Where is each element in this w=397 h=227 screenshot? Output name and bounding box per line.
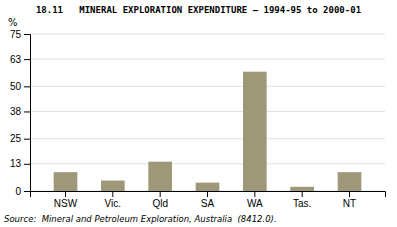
y-axis-label: % <box>8 17 18 28</box>
x-tick: Tas. <box>293 191 311 209</box>
bar <box>243 72 267 191</box>
grid-line <box>30 138 385 139</box>
x-tick-label: SA <box>201 198 215 209</box>
y-tick: 13 <box>10 158 30 169</box>
bars <box>54 72 362 191</box>
x-tick: NSW <box>54 191 78 209</box>
y-tick: 0 <box>15 186 30 197</box>
title: 18.11 MINERAL EXPLORATION EXPENDITURE — … <box>36 5 361 15</box>
bar <box>148 162 172 191</box>
x-tick-mark <box>160 191 161 197</box>
x-tick-label: Qld <box>152 198 168 209</box>
x-tick-label: Tas. <box>293 198 311 209</box>
y-tick-label: 50 <box>10 81 22 92</box>
y-tick-mark <box>24 34 30 35</box>
x-tick-mark <box>349 191 350 197</box>
y-tick: 75 <box>10 29 30 40</box>
x-tick-label: NT <box>343 198 356 209</box>
grid-line <box>30 86 385 87</box>
y-tick: 25 <box>10 133 30 144</box>
y-tick-mark <box>24 191 30 192</box>
y-tick: 38 <box>10 106 30 117</box>
y-tick-label: 38 <box>10 106 22 117</box>
y-tick-mark <box>24 59 30 60</box>
x-tick-label: NSW <box>54 198 78 209</box>
x-axis-line <box>31 192 386 198</box>
y-axis: 0 13 25 38 50 63 75 <box>10 29 31 197</box>
y-axis-line <box>24 35 31 192</box>
y-tick-mark <box>24 139 30 140</box>
y-tick-label: 25 <box>10 133 22 144</box>
y-tick-mark <box>24 164 30 165</box>
y-tick-mark <box>24 111 30 112</box>
x-tick: Vic. <box>105 191 122 209</box>
y-tick-label: 13 <box>10 158 22 169</box>
grid-line <box>30 111 385 112</box>
x-tick: Qld <box>152 191 168 209</box>
y-tick-label: 75 <box>10 29 22 40</box>
x-tick-mark <box>112 191 113 197</box>
grid-line <box>30 59 385 60</box>
y-tick-label: 63 <box>10 54 22 65</box>
x-tick-label: Vic. <box>105 198 122 209</box>
source: Source: Mineral and Petroleum Exploratio… <box>4 214 277 224</box>
bar <box>54 172 78 191</box>
grid-line <box>30 163 385 164</box>
bar <box>196 183 220 191</box>
x-tick-mark <box>302 191 303 197</box>
plot: 0 13 25 38 50 63 75 NSW Vic. Qld SA WA Tas. NT <box>10 29 386 209</box>
y-tick: 50 <box>10 81 30 92</box>
y-tick-label: 0 <box>15 186 21 197</box>
x-tick-label: WA <box>247 198 263 209</box>
x-tick-mark <box>207 191 208 197</box>
chart: 18.11 MINERAL EXPLORATION EXPENDITURE — … <box>0 0 397 227</box>
y-tick: 63 <box>10 54 30 65</box>
bar <box>101 181 125 191</box>
x-tick: WA <box>247 191 263 209</box>
x-tick: SA <box>201 191 215 209</box>
bar <box>290 187 314 191</box>
x-tick-mark <box>65 191 66 197</box>
x-tick-mark <box>254 191 255 197</box>
y-tick-mark <box>24 86 30 87</box>
grid <box>30 34 385 191</box>
bar <box>338 172 362 191</box>
x-axis: NSW Vic. Qld SA WA Tas. NT <box>31 191 386 209</box>
x-tick: NT <box>343 191 356 209</box>
grid-line <box>30 34 385 35</box>
